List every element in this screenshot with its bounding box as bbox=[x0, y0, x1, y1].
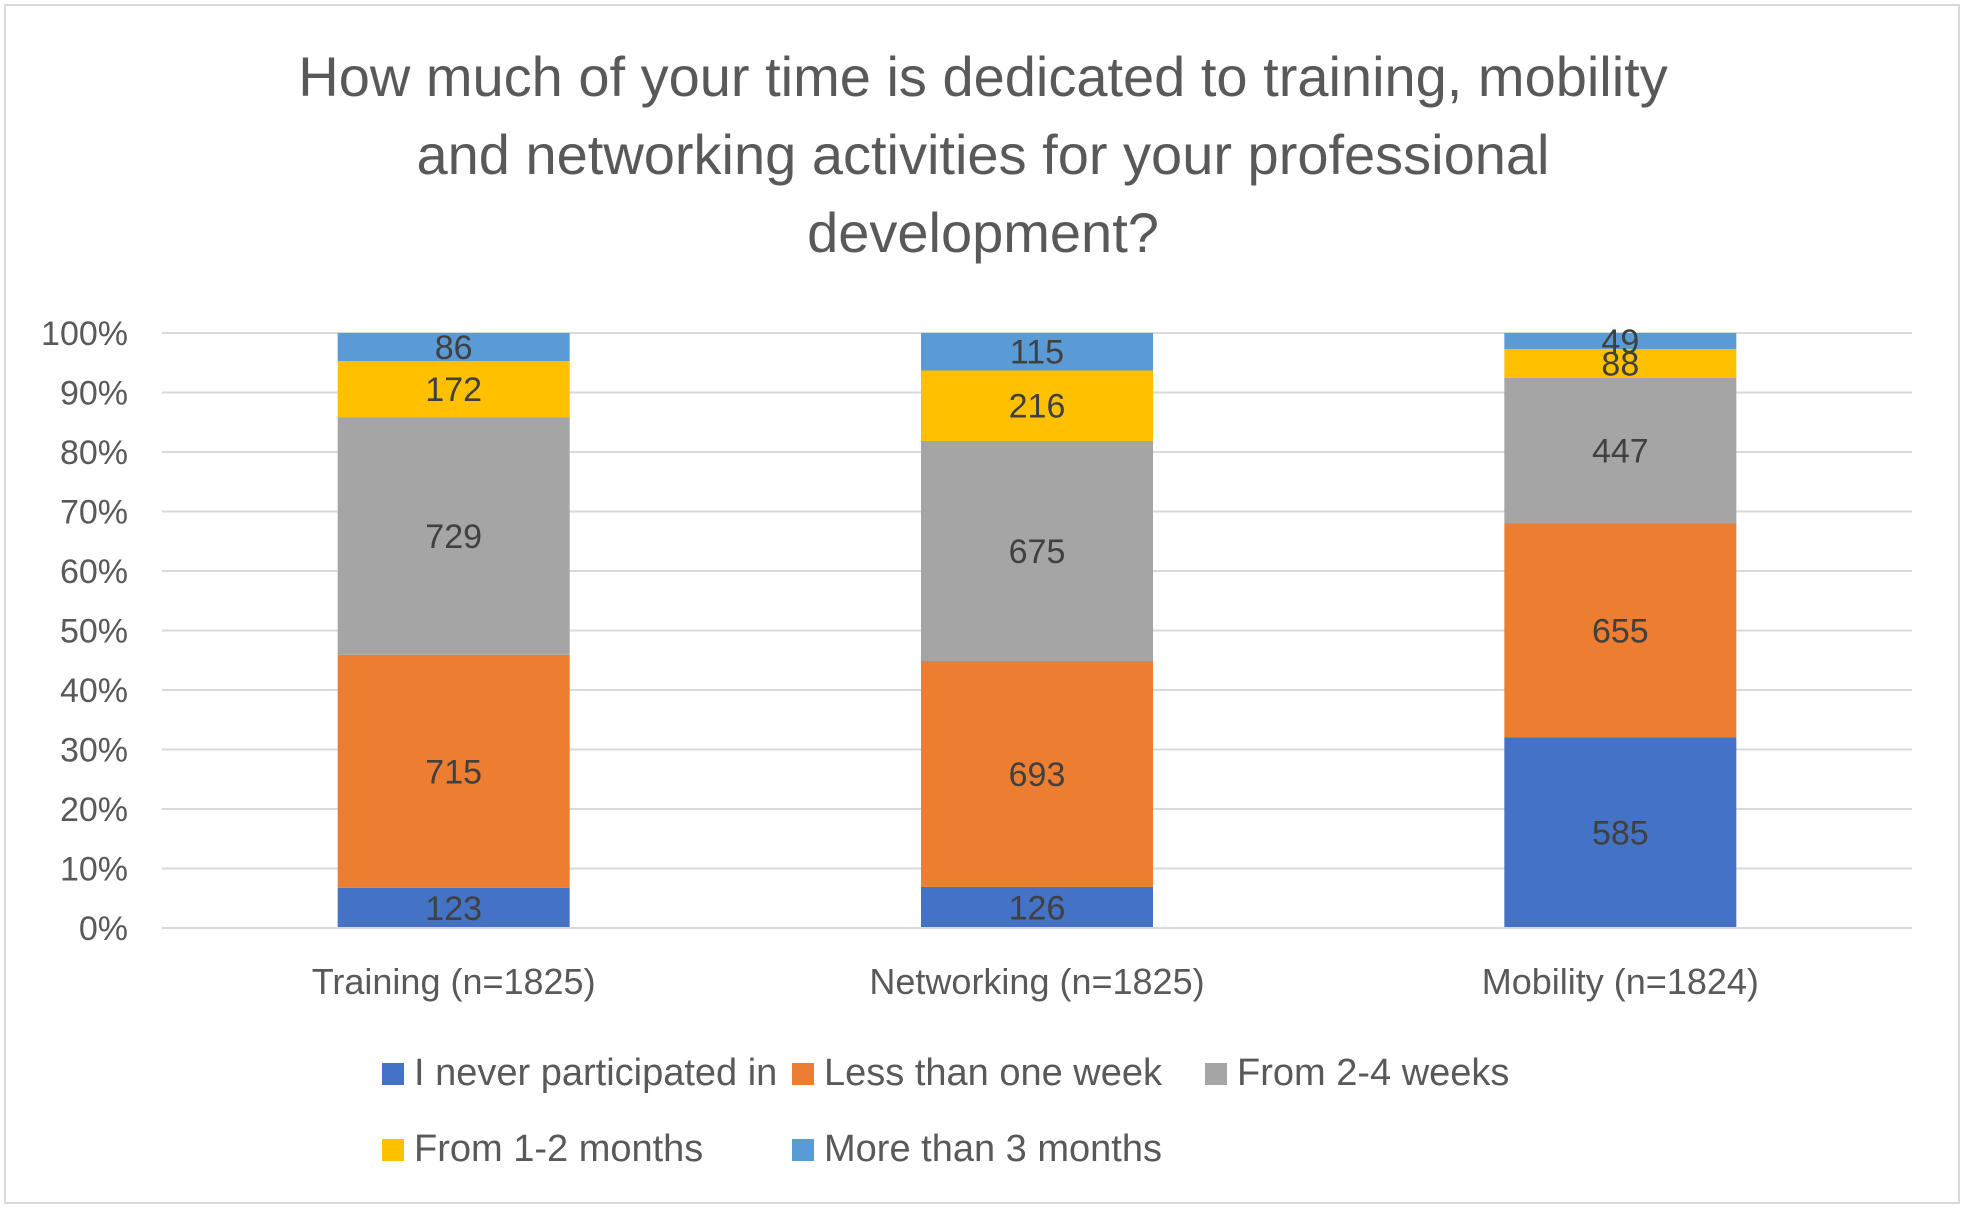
data-label: 447 bbox=[1592, 433, 1649, 471]
chart-title: How much of your time is dedicated to tr… bbox=[0, 38, 1966, 272]
data-label: 675 bbox=[1009, 533, 1066, 571]
data-label: 172 bbox=[425, 371, 482, 409]
y-tick-label: 80% bbox=[60, 434, 128, 472]
x-category-label: Mobility (n=1824) bbox=[1482, 961, 1759, 1002]
bar-segment bbox=[1504, 737, 1737, 928]
bar-segment bbox=[921, 333, 1153, 371]
data-label: 115 bbox=[1010, 334, 1064, 372]
bar-segment bbox=[921, 660, 1153, 887]
bar-segment bbox=[1504, 377, 1737, 524]
data-label: 49 bbox=[1601, 323, 1639, 361]
data-label: 585 bbox=[1592, 815, 1649, 853]
y-tick-label: 100% bbox=[41, 315, 128, 353]
data-label: 126 bbox=[1009, 889, 1066, 927]
data-label: 655 bbox=[1592, 612, 1649, 650]
chart-title-line-2: and networking activities for your profe… bbox=[416, 123, 1550, 186]
data-label: 86 bbox=[435, 329, 473, 367]
bar-segment bbox=[337, 654, 570, 888]
data-label: 123 bbox=[425, 890, 482, 928]
x-category-label: Training (n=1825) bbox=[312, 961, 596, 1002]
bar-segment bbox=[337, 417, 570, 655]
data-label: 88 bbox=[1601, 345, 1639, 383]
data-label: 216 bbox=[1009, 388, 1066, 426]
y-tick-label: 60% bbox=[60, 553, 128, 591]
y-tick-label: 10% bbox=[60, 851, 128, 889]
y-tick-label: 90% bbox=[60, 375, 128, 413]
chart-title-line-3: development? bbox=[807, 201, 1159, 264]
y-tick-label: 30% bbox=[60, 732, 128, 770]
chart-title-line-1: How much of your time is dedicated to tr… bbox=[298, 45, 1668, 108]
bar-segment bbox=[337, 333, 570, 362]
data-label: 715 bbox=[425, 753, 482, 791]
data-label: 729 bbox=[425, 518, 482, 556]
y-tick-label: 20% bbox=[60, 791, 128, 829]
bar-segment bbox=[337, 887, 570, 928]
y-tick-label: 40% bbox=[60, 672, 128, 710]
x-category-label: Networking (n=1825) bbox=[869, 961, 1204, 1002]
bar-segment bbox=[1504, 333, 1737, 349]
y-tick-label: 50% bbox=[60, 613, 128, 651]
y-tick-label: 70% bbox=[60, 494, 128, 532]
bar-segment bbox=[1504, 523, 1737, 738]
y-tick-label: 0% bbox=[79, 910, 128, 948]
bar-segment bbox=[921, 370, 1153, 441]
bar-segment bbox=[921, 886, 1153, 928]
bar-segment bbox=[1504, 348, 1737, 378]
bar-segment bbox=[921, 440, 1153, 661]
bar-segment bbox=[337, 361, 570, 418]
data-label: 693 bbox=[1009, 756, 1066, 794]
